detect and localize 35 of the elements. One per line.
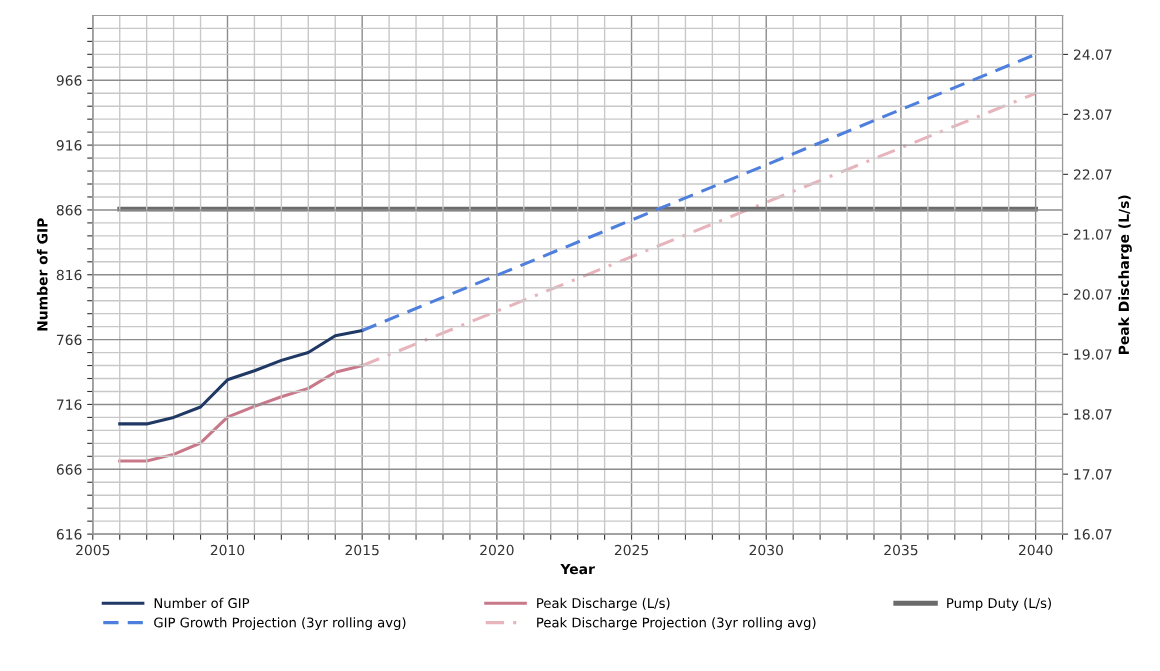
y2-tick-label: 23.07 bbox=[1073, 109, 1112, 120]
y-tick-label: 966 bbox=[56, 75, 82, 86]
y-tick-label: 916 bbox=[56, 140, 82, 151]
x-tick-label: 2010 bbox=[210, 544, 245, 556]
y2-tick-label: 24.07 bbox=[1073, 49, 1112, 60]
legend-label: Peak Discharge (L/s) bbox=[537, 597, 670, 611]
y2-axis-title: Peak Discharge (L/s) bbox=[1118, 195, 1132, 355]
y-tick-label: 616 bbox=[56, 529, 82, 540]
x-tick-label: 2020 bbox=[480, 544, 514, 556]
x-tick-label: 2005 bbox=[76, 544, 110, 556]
y-tick-label: 766 bbox=[57, 334, 82, 346]
y-tick-label: 866 bbox=[56, 204, 82, 216]
y2-tick-label: 19.07 bbox=[1074, 349, 1112, 360]
x-tick-label: 2015 bbox=[345, 544, 379, 556]
line-series bbox=[118, 329, 364, 426]
y2-tick-label: 21.07 bbox=[1073, 229, 1112, 240]
x-tick-label: 2040 bbox=[1018, 544, 1053, 556]
x-axis-title: Year bbox=[560, 563, 595, 575]
y-axis-title: Number of GIP bbox=[36, 218, 48, 331]
legend-label: Pump Duty (L/s) bbox=[947, 597, 1051, 611]
y2-tick-label: 17.07 bbox=[1074, 469, 1112, 480]
y-tick-label: 816 bbox=[56, 269, 82, 281]
y2-tick-label: 20.07 bbox=[1073, 289, 1112, 300]
legend-label: Peak Discharge Projection (3yr rolling avg) bbox=[537, 617, 816, 630]
y2-tick-label: 22.07 bbox=[1073, 169, 1112, 180]
y2-tick-label: 18.07 bbox=[1074, 409, 1112, 420]
line-series bbox=[118, 364, 364, 463]
legend-label: Number of GIP bbox=[154, 597, 250, 609]
y-tick-label: 716 bbox=[57, 399, 82, 410]
x-tick-label: 2035 bbox=[884, 544, 918, 556]
x-tick-label: 2025 bbox=[614, 544, 649, 556]
y-tick-label: 666 bbox=[56, 464, 82, 475]
legend-label: GIP Growth Projection (3yr rolling avg) bbox=[154, 617, 406, 630]
y2-tick-label: 16.07 bbox=[1074, 529, 1112, 540]
x-tick-label: 2030 bbox=[749, 544, 783, 556]
